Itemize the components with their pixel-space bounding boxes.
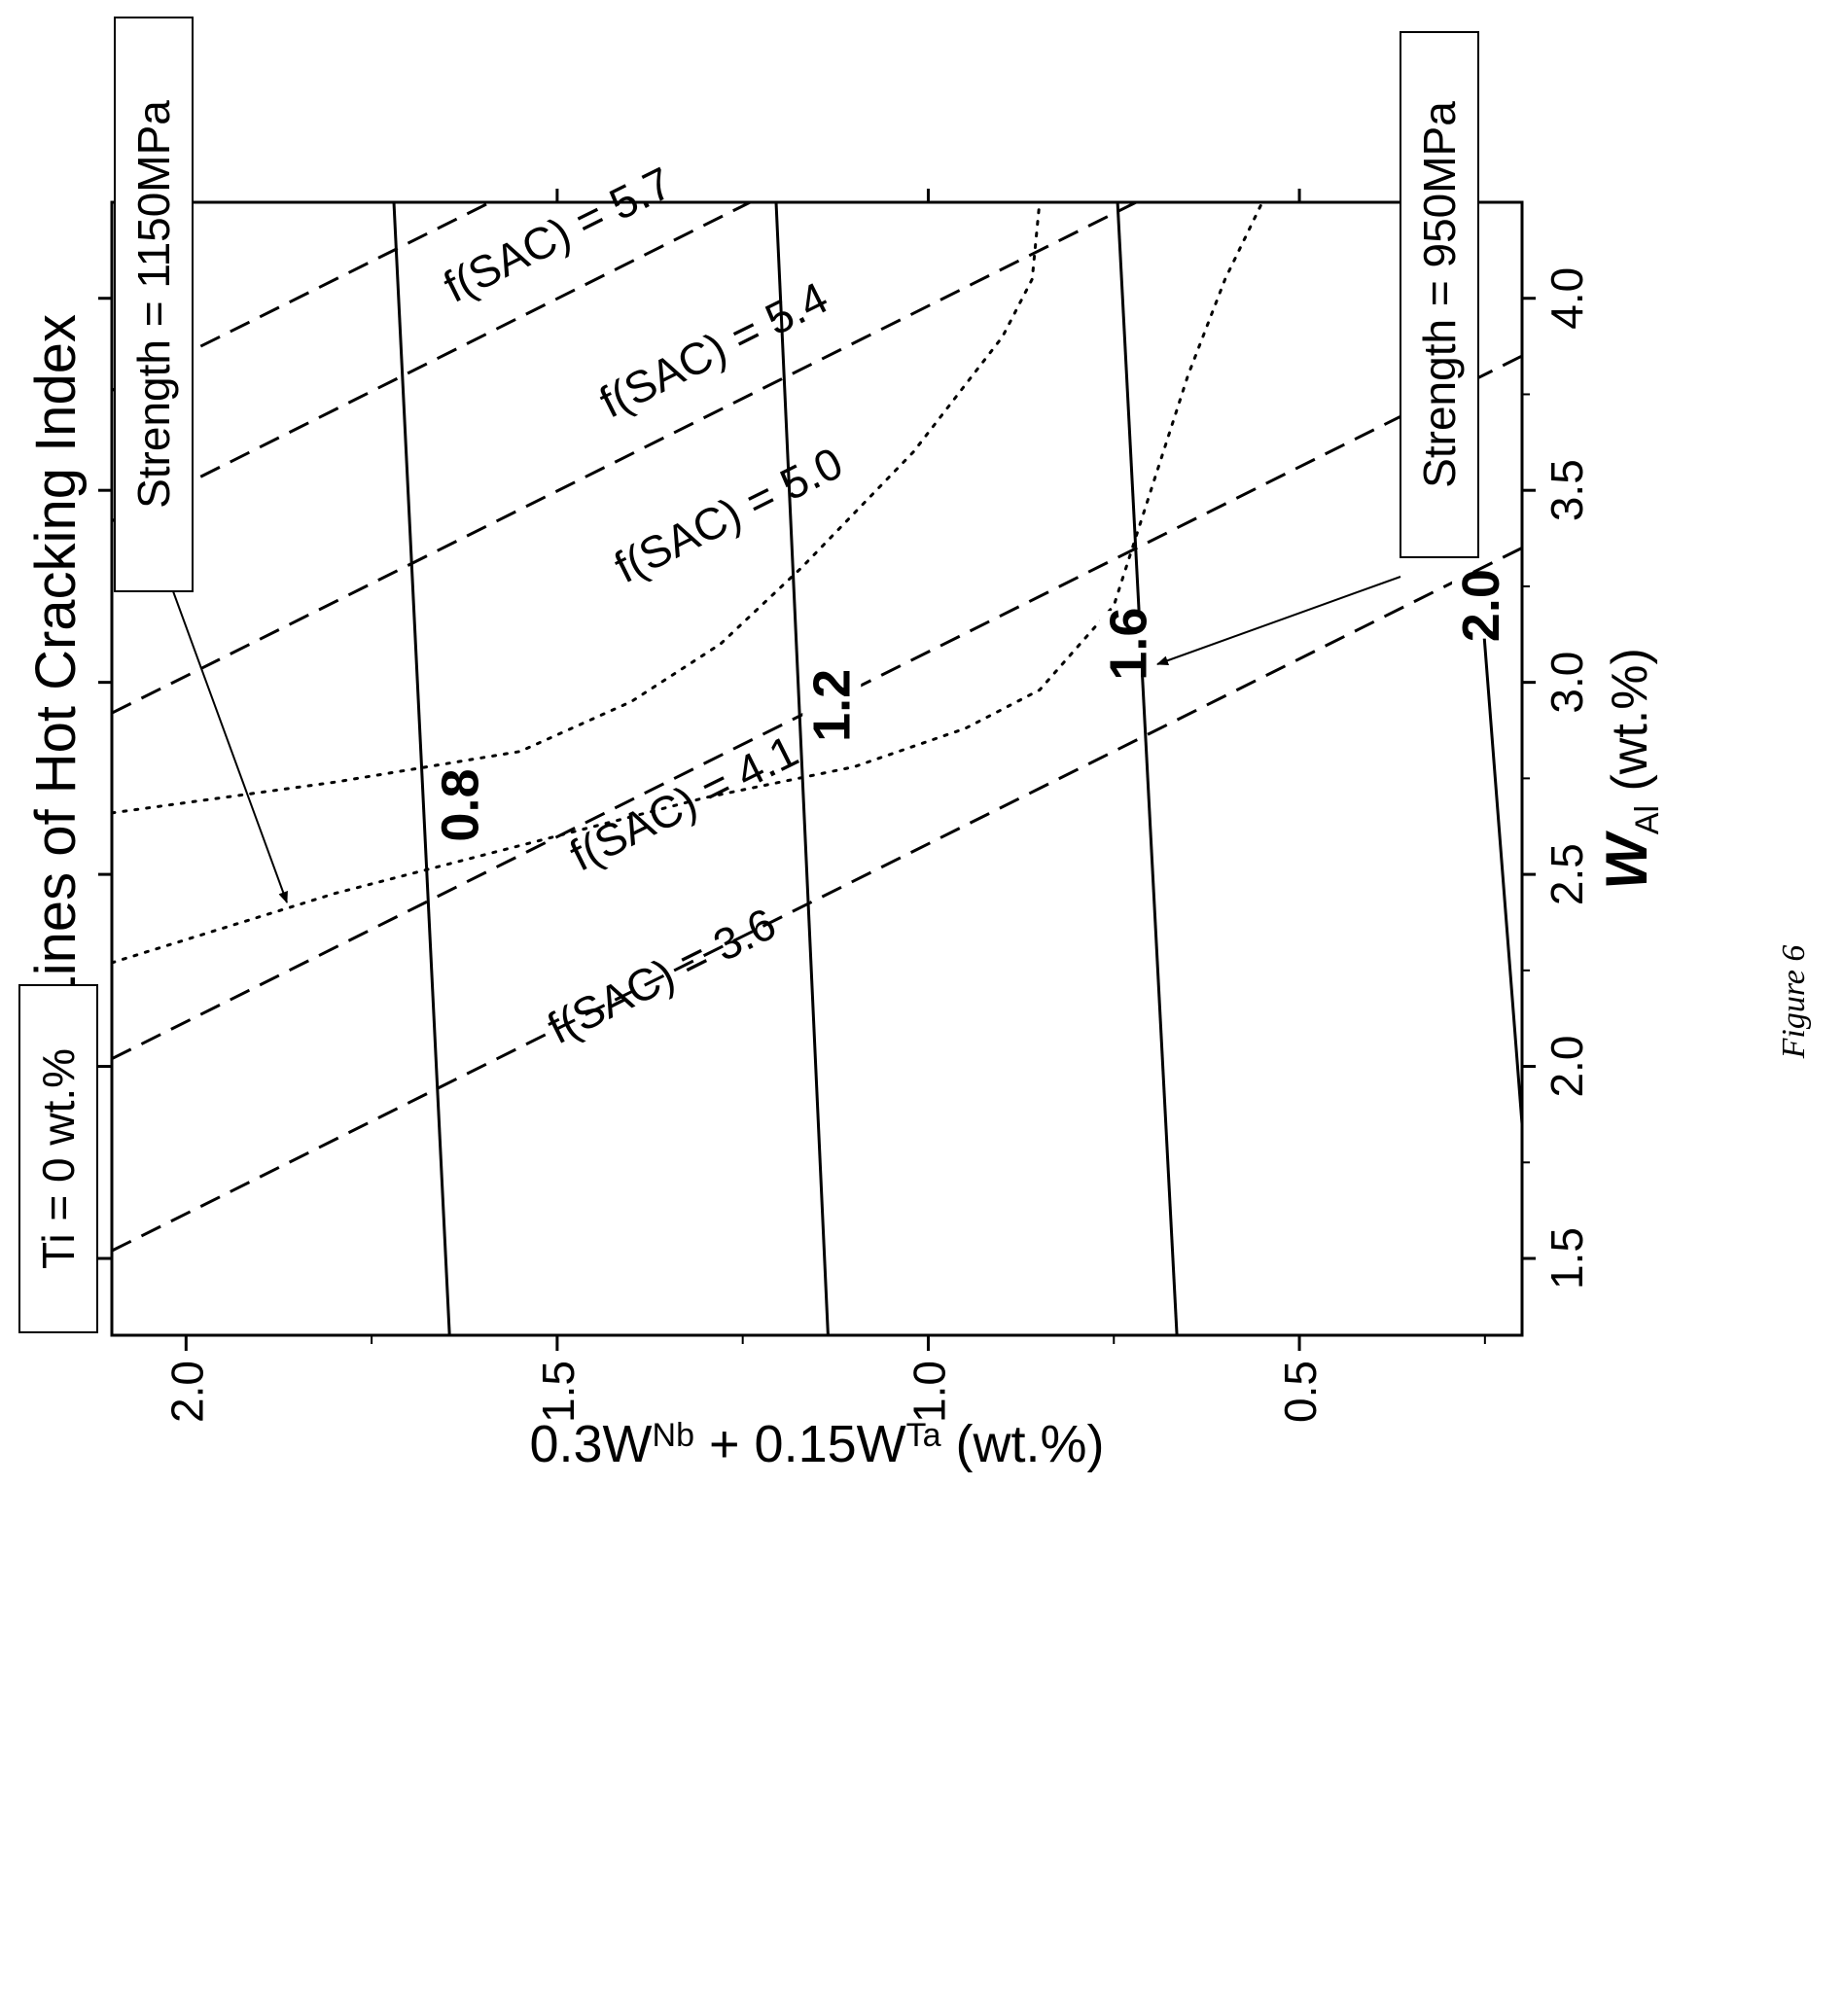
hci-line-3	[1479, 597, 1522, 1124]
y-tick-label-1: 1.5	[533, 1361, 584, 1423]
x-tick-label-1: 2.0	[1542, 1036, 1592, 1098]
y-tick-label-0: 2.0	[161, 1361, 212, 1423]
plot-frame	[110, 200, 1524, 1337]
y-tick-label-2: 1.0	[904, 1361, 954, 1423]
x-tick-label-2: 2.5	[1542, 843, 1592, 905]
plot-root: 1.5 2.0 2.5 3.0 3.5 4.0 2.0 1.5 1.0 0.5 WAl (wt.%)…	[18, 17, 1666, 1473]
sac-label-3: f(SAC) = 5.4	[591, 272, 835, 428]
sac-label-2: f(SAC) = 5.0	[606, 437, 850, 592]
sac-line-0	[112, 547, 1522, 1253]
hci-label-bg-1	[802, 672, 862, 739]
hci-line-1	[774, 202, 830, 1335]
x-tick-label-0: 1.5	[1542, 1227, 1592, 1290]
y-tick-label-3: 0.5	[1275, 1361, 1326, 1423]
strength-curve-1	[112, 202, 1042, 815]
hci-label-bg-2	[1099, 611, 1158, 678]
x-tick-label-3: 3.0	[1542, 652, 1592, 714]
strength-1150-annotation: Strength = 1150MPa	[128, 100, 179, 509]
sac-label-0: f(SAC) = 3.6	[540, 898, 784, 1053]
hci-line-2	[1116, 202, 1179, 1335]
strength-1150-annotation-box	[114, 17, 194, 592]
strength-950-annotation-box	[1400, 31, 1479, 558]
sac-label-4: f(SAC) = 5.7	[436, 157, 680, 312]
hci-line-0	[392, 202, 451, 1335]
hci-label-bg-3	[1452, 572, 1511, 639]
sac-label-1: f(SAC) = 4.1	[562, 725, 806, 881]
strength-curve-0	[112, 202, 1264, 965]
strength-1150-arrow	[172, 590, 288, 903]
ti-annotation-box	[18, 984, 98, 1333]
figure-caption: Figure 6	[1776, 945, 1812, 1060]
strength-950-annotation: Strength = 950MPa	[1414, 101, 1465, 488]
ti-annotation: Ti = 0 wt.%	[33, 1048, 84, 1269]
x-tick-label-4: 3.5	[1542, 459, 1592, 521]
data-lines	[112, 202, 1522, 1335]
x-tick-label-5: 4.0	[1542, 267, 1592, 330]
hci-label-1: 1.2	[802, 669, 861, 742]
hci-label-0: 0.8	[432, 768, 490, 841]
strength-950-arrow	[1156, 576, 1401, 665]
y-axis-label: 0.3WNb + 0.15WTa (wt.%)	[529, 1415, 1104, 1473]
hci-label-3: 2.0	[1452, 569, 1510, 642]
x-axis-label: WAl (wt.%)	[1594, 648, 1666, 890]
hci-label-bg-0	[431, 772, 490, 839]
sac-line-2	[112, 202, 1137, 715]
sac-line-3	[112, 202, 751, 523]
hci-label-2: 1.6	[1100, 608, 1158, 681]
